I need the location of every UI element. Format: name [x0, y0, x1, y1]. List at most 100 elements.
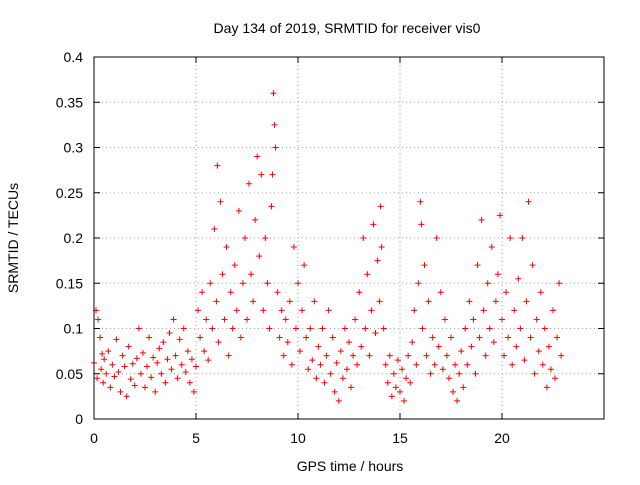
data-point	[386, 352, 393, 359]
data-point	[450, 388, 457, 395]
data-point	[492, 298, 499, 305]
data-point	[378, 244, 385, 251]
data-point	[94, 375, 101, 382]
data-point	[405, 352, 412, 359]
data-point	[346, 339, 352, 346]
data-point	[321, 379, 328, 386]
data-point	[311, 298, 318, 305]
data-point	[188, 356, 195, 363]
data-point	[301, 262, 308, 269]
data-point	[221, 316, 228, 323]
x-tick-label: 10	[290, 430, 306, 446]
data-point	[225, 352, 232, 359]
data-point	[111, 373, 118, 380]
data-point	[174, 375, 181, 382]
data-point	[103, 370, 110, 377]
data-point	[527, 334, 534, 341]
data-point	[105, 348, 112, 355]
data-point	[341, 325, 348, 332]
data-point	[162, 379, 169, 386]
data-point	[474, 262, 481, 269]
data-point	[509, 361, 516, 368]
data-point	[456, 370, 463, 377]
data-point	[109, 361, 116, 368]
data-point	[121, 363, 128, 370]
data-point	[423, 352, 430, 359]
data-point	[507, 235, 514, 241]
data-point	[139, 349, 146, 356]
data-point	[343, 366, 350, 373]
data-point	[427, 370, 434, 377]
data-point	[144, 363, 151, 370]
data-point	[113, 336, 120, 343]
data-point	[248, 271, 255, 278]
data-point	[394, 357, 401, 364]
data-point	[333, 359, 340, 366]
data-point	[466, 298, 473, 305]
data-point	[418, 221, 425, 228]
data-point	[392, 384, 399, 391]
chart-title: Day 134 of 2019, SRMTID for receiver vis…	[214, 20, 481, 36]
data-point	[429, 334, 436, 341]
data-point	[478, 216, 485, 223]
data-point	[554, 334, 561, 341]
data-point	[295, 280, 301, 287]
data-point	[533, 316, 540, 323]
data-point	[511, 307, 518, 314]
data-point	[148, 374, 155, 381]
data-point	[233, 307, 240, 314]
data-point	[433, 235, 440, 241]
data-point	[529, 262, 536, 269]
data-point	[390, 370, 397, 377]
data-point	[282, 316, 289, 323]
data-point	[545, 343, 552, 350]
data-point	[329, 334, 336, 341]
data-point	[182, 368, 189, 375]
data-point	[307, 325, 314, 332]
data-point	[180, 325, 187, 332]
data-point	[362, 325, 369, 332]
y-tick-label: 0.2	[64, 230, 84, 246]
data-point	[193, 363, 199, 370]
data-point	[235, 207, 242, 214]
data-point	[348, 384, 355, 391]
data-point	[484, 280, 491, 287]
data-point	[421, 262, 428, 269]
data-point	[377, 203, 384, 210]
data-point	[558, 352, 565, 359]
data-point	[214, 162, 221, 169]
y-tick-label: 0.4	[64, 49, 84, 65]
data-point	[211, 225, 218, 232]
data-point	[99, 350, 106, 357]
data-point	[207, 280, 214, 287]
data-point	[209, 325, 216, 332]
data-point	[372, 330, 379, 337]
data-point	[356, 289, 363, 296]
data-point	[205, 357, 212, 364]
y-tick-label: 0.15	[56, 275, 83, 291]
data-point	[168, 366, 175, 373]
data-point	[331, 388, 338, 395]
data-point	[550, 307, 556, 314]
data-point	[186, 379, 193, 386]
data-point	[521, 357, 528, 364]
data-point	[305, 366, 312, 373]
data-point	[523, 298, 530, 305]
data-point	[384, 379, 391, 386]
data-point	[531, 370, 538, 377]
data-point	[266, 325, 273, 332]
data-point	[407, 379, 414, 386]
data-point	[539, 361, 546, 368]
data-point	[480, 307, 487, 314]
data-point	[278, 307, 285, 314]
data-point	[146, 334, 153, 341]
x-tick-label: 0	[90, 430, 98, 446]
data-point	[269, 171, 276, 178]
data-point	[360, 235, 367, 241]
data-point	[152, 388, 159, 395]
grid	[94, 57, 604, 419]
data-point	[380, 325, 387, 332]
data-point	[115, 368, 122, 375]
data-point	[435, 343, 442, 350]
data-point	[439, 366, 446, 373]
